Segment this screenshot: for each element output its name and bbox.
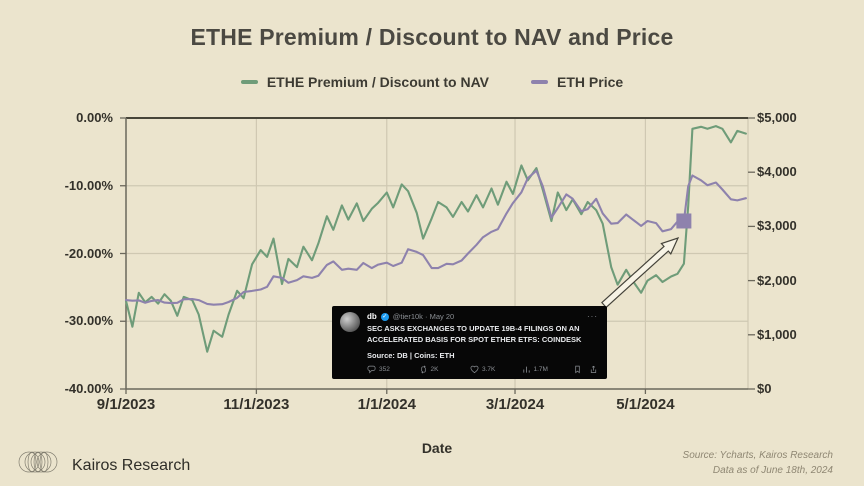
series-premium-line [124,125,747,353]
legend-swatch-purple [531,80,549,84]
y-axis-label-right: $4,000 [757,164,797,180]
annotation-arrow [601,236,680,309]
source-line-1: Source: Ycharts, Kairos Research [682,450,833,461]
views-count: 1.7M [533,365,548,373]
bookmark-icon [575,365,580,374]
y-axis-label-right: $2,000 [757,272,797,288]
views-icon [522,366,530,373]
y-axis-label-left: -10.00% [64,177,113,193]
verified-icon: ✓ [380,313,389,321]
tweet-source-line: Source: DB | Coins: ETH [367,350,455,360]
tweet-content: db ✓ @tier10k · May 20 ··· SEC ASKS EXCH… [367,312,598,374]
kairos-logo-icon [18,451,58,473]
legend-label: ETHE Premium / Discount to NAV [266,74,490,90]
repost-stat: 2K [419,365,471,374]
x-axis-label: 11/1/2023 [223,396,290,413]
x-axis-label: 1/1/2024 [357,396,416,413]
tweet-avatar [340,312,360,332]
y-axis-label-left: -20.00% [64,245,113,261]
y-axis-label-left: 0.00% [76,110,113,125]
reply-stat: 352 [367,365,419,374]
tweet-header: db ✓ @tier10k · May 20 ··· [367,312,598,322]
x-axis-label: 5/1/2024 [616,396,675,413]
y-axis-label-left: -30.00% [64,313,113,329]
legend-item-premium: ETHE Premium / Discount to NAV [240,74,490,90]
tweet-body-tail: : COINDESK [537,334,582,344]
tweet-stats: 352 2K 3.7K 1.7M [367,365,598,374]
tweet-body-text: SEC ASKS EXCHANGES TO UPDATE 19B-4 FILIN… [367,324,580,344]
tweet-actions [573,365,598,374]
reply-count: 352 [379,365,390,373]
repost-count: 2K [430,365,439,373]
tweet-handle-date: @tier10k · May 20 [392,312,455,321]
y-axis-label-right: $0 [757,381,772,396]
x-axis-label: 3/1/2024 [485,396,545,413]
legend: ETHE Premium / Discount to NAV ETH Price [0,74,864,90]
source-line-2: Data as of June 18th, 2024 [712,464,833,476]
like-stat: 3.7K [470,365,522,374]
x-axis-title: Date [421,440,453,456]
brand-name: Kairos Research [72,457,191,474]
tweet-body-bold: ETFS [518,334,538,344]
repost-icon [420,365,426,374]
tweet-overlay: db ✓ @tier10k · May 20 ··· SEC ASKS EXCH… [332,306,607,379]
reply-icon [367,365,376,374]
tweet-body: SEC ASKS EXCHANGES TO UPDATE 19B-4 FILIN… [367,324,598,346]
page-title: ETHE Premium / Discount to NAV and Price [190,24,674,50]
views-stat: 1.7M [522,365,574,374]
legend-item-eth-price: ETH Price [531,74,623,90]
series-eth-price-line [124,169,747,306]
x-axis-label: 9/1/2023 [96,396,156,413]
like-count: 3.7K [482,365,496,373]
heart-icon [470,365,479,373]
y-axis-label-right: $3,000 [757,218,797,234]
event-marker-square [676,213,692,229]
y-axis-label-left: -40.00% [64,381,113,396]
share-icon [590,365,597,373]
y-axis-label-right: $1,000 [757,326,797,342]
tweet-author: db [367,312,377,321]
y-axis-label-right: $5,000 [757,110,797,125]
source-note: Source: Ycharts, Kairos Research Data as… [683,449,833,478]
more-icon: ··· [587,312,598,321]
chart-plot [120,117,755,394]
legend-swatch-green [240,80,258,84]
legend-label: ETH Price [557,74,624,90]
